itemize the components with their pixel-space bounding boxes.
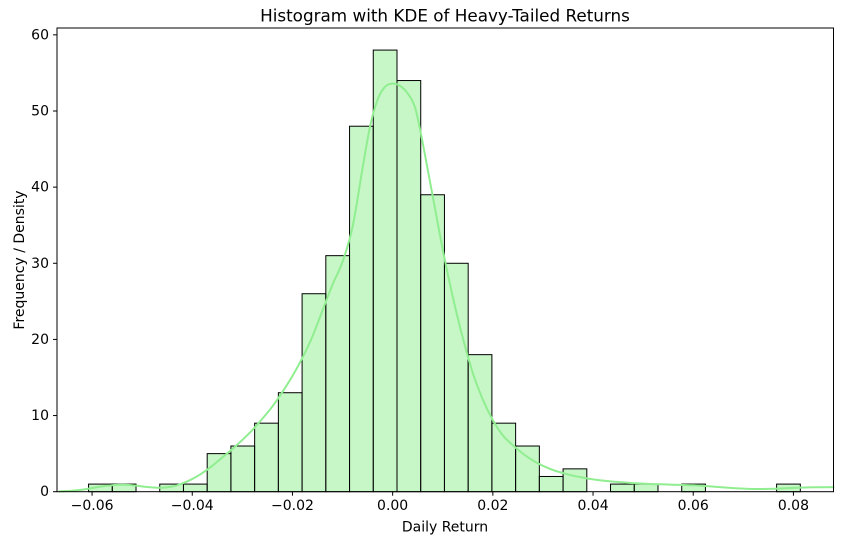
histogram-bar bbox=[396, 80, 422, 493]
x-axis-label: Daily Return bbox=[402, 520, 488, 536]
y-tick-label: 10 bbox=[31, 408, 49, 424]
x-tick-label: −0.02 bbox=[271, 498, 314, 514]
histogram-bar bbox=[301, 293, 327, 493]
histogram-bar bbox=[182, 483, 208, 493]
y-tick-label: 40 bbox=[31, 180, 49, 196]
histogram-bars bbox=[88, 49, 801, 493]
y-tick-label: 60 bbox=[31, 27, 49, 43]
plot-frame bbox=[56, 27, 834, 493]
histogram-bar bbox=[254, 422, 279, 493]
y-tick-label: 30 bbox=[31, 256, 49, 272]
axes: −0.06 −0.04 −0.02 0.00 0.02 0.04 0.06 0.08 0 10 20… bbox=[31, 27, 834, 514]
y-axis-label: Frequency / Density bbox=[12, 190, 28, 329]
chart-title: Histogram with KDE of Heavy-Tailed Retur… bbox=[260, 6, 630, 26]
x-tick-label: 0.04 bbox=[577, 498, 608, 514]
x-tick-label: 0.00 bbox=[377, 498, 408, 514]
kde-layer bbox=[58, 82, 835, 493]
x-tick-label: 0.06 bbox=[678, 498, 709, 514]
histogram-bar bbox=[230, 445, 256, 493]
x-tick-label: 0.02 bbox=[477, 498, 508, 514]
histogram-bar bbox=[515, 445, 540, 493]
histogram-bar bbox=[562, 468, 588, 493]
x-tick-label: 0.08 bbox=[778, 498, 809, 514]
histogram-bar bbox=[538, 475, 564, 493]
y-tick-label: 0 bbox=[40, 484, 49, 500]
histogram-bar bbox=[372, 49, 398, 493]
histogram-bar bbox=[443, 262, 469, 493]
histogram-bar bbox=[633, 483, 659, 493]
x-tick-label: −0.04 bbox=[171, 498, 214, 514]
histogram-bar bbox=[467, 354, 493, 493]
y-tick-label: 20 bbox=[31, 332, 49, 348]
histogram-bar bbox=[277, 392, 303, 493]
kde-curve bbox=[58, 82, 835, 493]
histogram-bar bbox=[491, 422, 517, 493]
histogram-bar bbox=[610, 483, 635, 493]
y-tick-label: 50 bbox=[31, 103, 49, 119]
x-tick-label: −0.06 bbox=[71, 498, 114, 514]
